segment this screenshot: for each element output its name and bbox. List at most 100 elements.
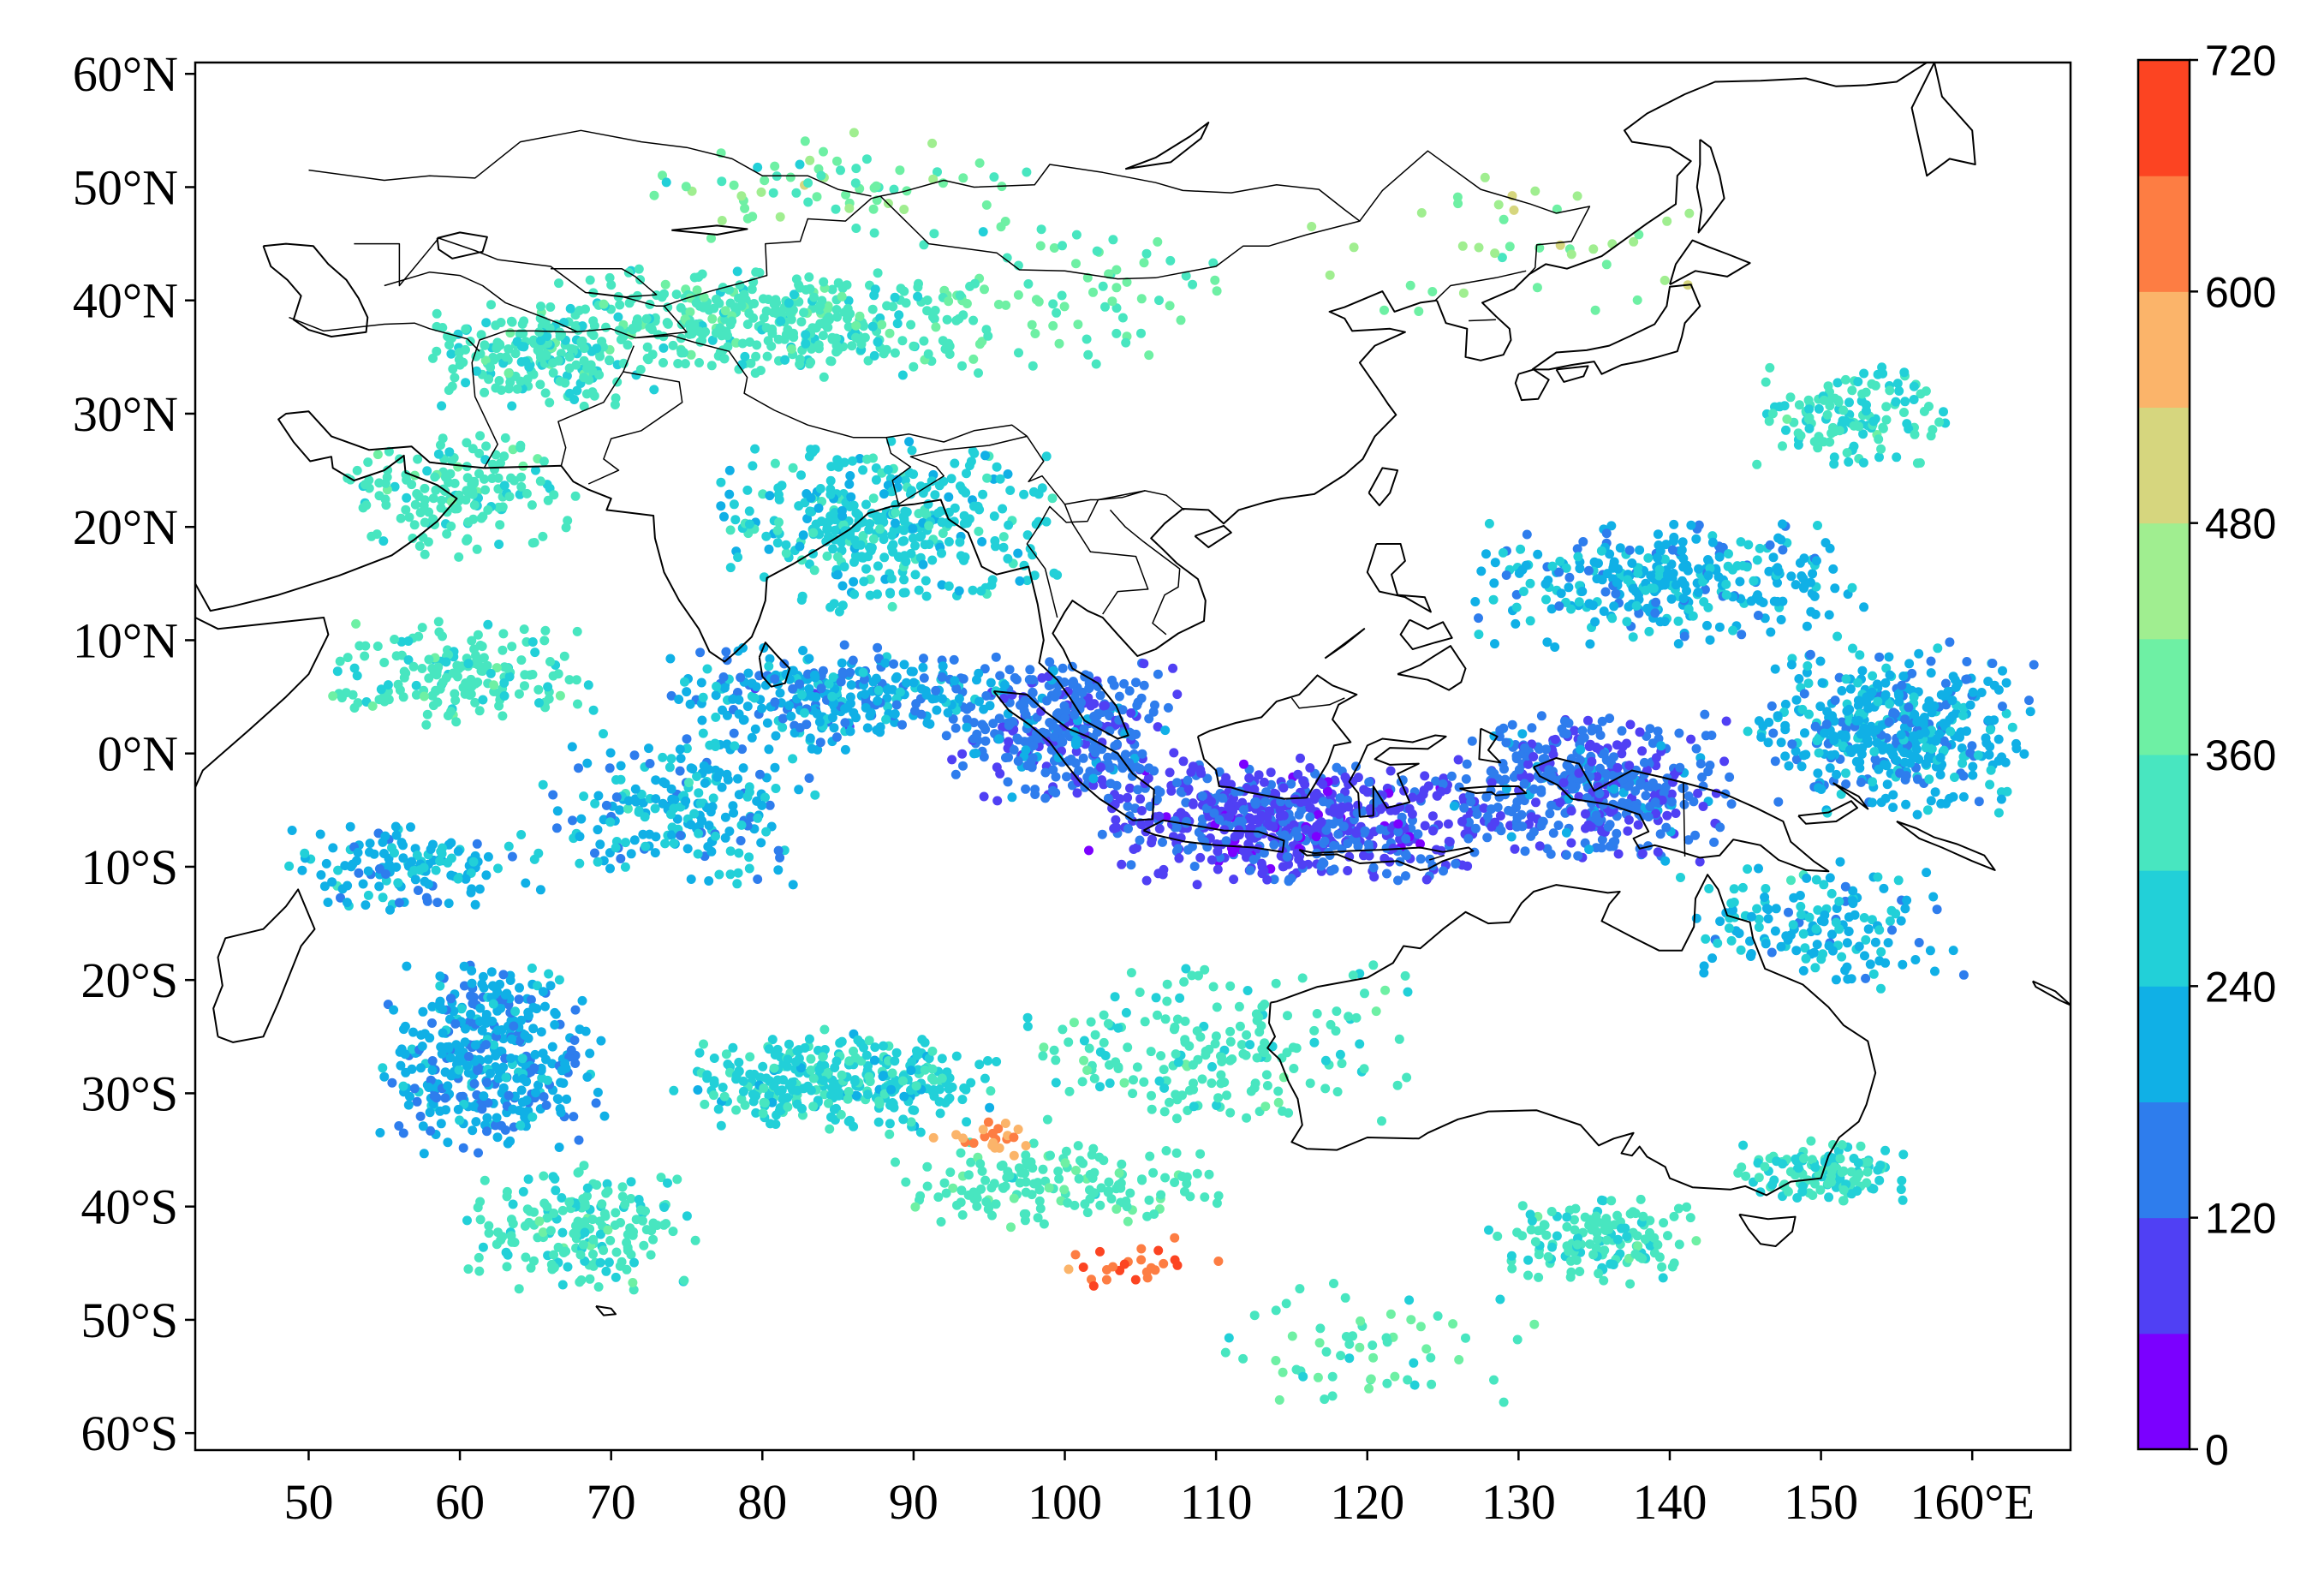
data-point — [992, 762, 1002, 773]
data-point — [987, 575, 998, 585]
data-point — [959, 1083, 969, 1093]
data-point — [923, 349, 933, 359]
data-point — [1527, 812, 1537, 822]
data-point — [1609, 752, 1618, 762]
data-point — [505, 1136, 515, 1146]
data-point — [1127, 731, 1137, 741]
data-point — [1965, 748, 1975, 758]
data-point — [751, 351, 761, 361]
data-point — [606, 280, 617, 290]
data-point — [1714, 552, 1725, 562]
data-point — [845, 726, 855, 737]
data-point — [1562, 729, 1571, 739]
data-point — [694, 828, 704, 839]
data-point — [521, 878, 531, 888]
data-point — [577, 995, 587, 1006]
data-point — [1541, 744, 1551, 755]
data-point — [1110, 741, 1120, 751]
data-point — [730, 515, 741, 525]
data-point — [1470, 823, 1481, 833]
data-point — [1584, 742, 1594, 752]
data-point — [762, 351, 772, 361]
data-point — [1719, 756, 1730, 767]
data-point — [1049, 731, 1059, 742]
data-point — [1257, 869, 1267, 879]
data-point — [1114, 691, 1124, 701]
data-point — [832, 570, 843, 580]
data-point — [1784, 761, 1794, 771]
data-point — [2024, 695, 2034, 706]
data-point — [1819, 395, 1829, 405]
data-point — [461, 344, 470, 355]
data-point — [1124, 686, 1135, 696]
data-point — [1650, 608, 1660, 618]
data-point — [1613, 849, 1624, 859]
data-point — [1010, 672, 1020, 683]
data-point — [1401, 833, 1411, 844]
data-point — [1323, 786, 1332, 797]
data-point — [660, 279, 670, 290]
data-point — [423, 879, 433, 889]
data-point — [1537, 816, 1547, 827]
data-point — [1890, 708, 1900, 719]
data-point — [831, 341, 842, 350]
data-point — [1244, 813, 1254, 823]
data-point — [1561, 827, 1571, 838]
data-point — [1421, 875, 1432, 885]
data-point — [877, 319, 887, 330]
data-point — [539, 1092, 549, 1101]
data-point — [1705, 761, 1715, 770]
data-point — [1840, 732, 1850, 743]
data-point — [1653, 847, 1663, 857]
data-point — [1721, 716, 1731, 726]
data-point — [950, 723, 961, 733]
data-point — [556, 1107, 566, 1118]
data-point — [703, 842, 713, 851]
data-point — [1506, 832, 1517, 842]
data-point — [1793, 440, 1803, 450]
data-point — [593, 791, 604, 801]
data-point — [899, 286, 909, 296]
data-point — [1153, 669, 1163, 679]
data-point — [1109, 823, 1119, 833]
data-point — [1028, 688, 1038, 698]
data-point — [1874, 452, 1884, 463]
data-point — [1117, 859, 1127, 869]
data-point — [682, 687, 692, 697]
data-point — [895, 687, 905, 697]
data-point — [418, 1006, 428, 1017]
data-point — [1635, 727, 1645, 737]
data-point — [1028, 741, 1039, 751]
data-point — [1778, 519, 1787, 529]
data-point — [1407, 792, 1417, 803]
data-point — [944, 537, 954, 546]
data-point — [709, 1054, 719, 1063]
data-point — [1723, 561, 1733, 571]
data-point — [434, 627, 444, 637]
data-point — [937, 548, 946, 558]
data-point — [689, 319, 700, 330]
data-point — [1921, 759, 1931, 769]
data-point — [1520, 846, 1530, 857]
data-point — [374, 881, 384, 892]
data-point — [1844, 457, 1854, 467]
data-point — [858, 552, 868, 563]
data-point — [1202, 773, 1213, 784]
data-point — [431, 685, 441, 695]
data-point — [460, 689, 470, 699]
data-point — [541, 350, 551, 361]
data-point — [564, 388, 575, 398]
data-point — [899, 1091, 909, 1101]
data-point — [1420, 821, 1430, 831]
data-point — [521, 356, 531, 367]
data-point — [1457, 816, 1467, 827]
data-point — [540, 1001, 550, 1012]
data-point — [1570, 725, 1579, 736]
data-point — [1095, 690, 1105, 701]
data-point — [1427, 811, 1438, 821]
data-point — [1221, 836, 1231, 846]
data-point — [805, 506, 815, 516]
data-point — [616, 761, 626, 771]
data-point — [2011, 738, 2021, 749]
data-point — [482, 1078, 492, 1088]
